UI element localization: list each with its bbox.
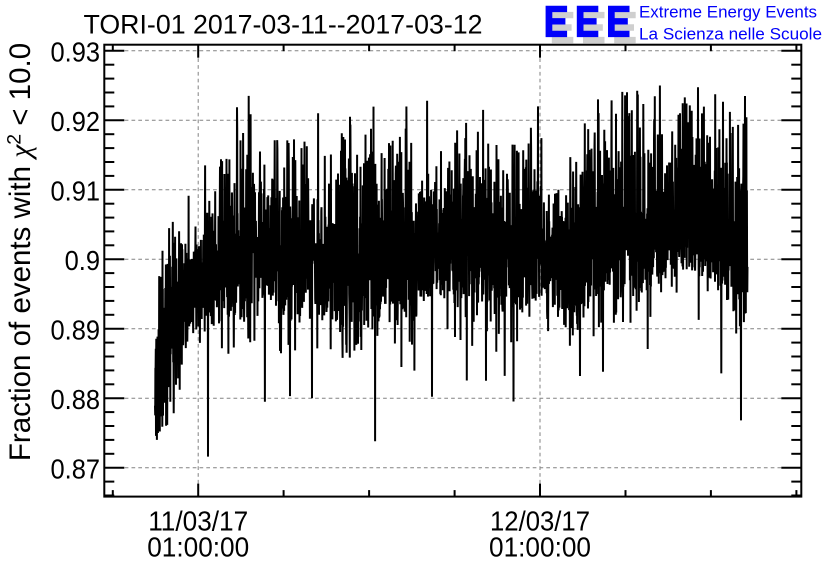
svg-text:11/03/17: 11/03/17	[148, 506, 248, 537]
svg-text:Extreme Energy Events: Extreme Energy Events	[639, 2, 817, 21]
svg-text:La Scienza nelle Scuole: La Scienza nelle Scuole	[639, 24, 822, 43]
svg-text:0.88: 0.88	[51, 384, 101, 415]
svg-text:0.89: 0.89	[51, 315, 101, 346]
svg-text:0.87: 0.87	[51, 454, 101, 485]
svg-text:01:00:00: 01:00:00	[489, 532, 591, 563]
svg-text:TORI-01 2017-03-11--2017-03-12: TORI-01 2017-03-11--2017-03-12	[84, 10, 483, 40]
svg-text:Fraction of events with χ2 < 1: Fraction of events with χ2 < 10.0	[4, 43, 38, 461]
svg-text:0.92: 0.92	[51, 106, 101, 137]
svg-text:0.9: 0.9	[65, 245, 100, 276]
svg-text:12/03/17: 12/03/17	[490, 506, 590, 537]
svg-text:01:00:00: 01:00:00	[147, 532, 249, 563]
svg-text:0.93: 0.93	[51, 37, 101, 68]
svg-text:0.91: 0.91	[51, 176, 101, 207]
